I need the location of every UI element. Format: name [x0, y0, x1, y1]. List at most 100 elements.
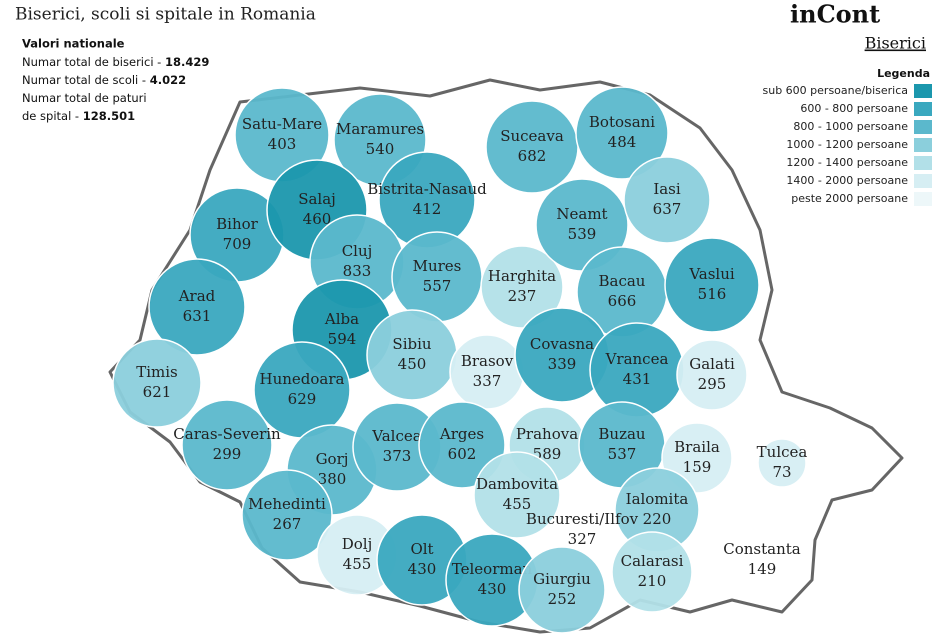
county-name: Cluj	[342, 242, 373, 260]
county-value: 537	[608, 445, 637, 463]
legend-swatch	[914, 156, 932, 170]
county-bubble	[181, 399, 273, 491]
county-bubble	[676, 339, 748, 411]
stat-value: 18.429	[165, 55, 209, 69]
county-value: 540	[366, 140, 395, 158]
county-value: 460	[303, 210, 332, 228]
county-value: 666	[608, 292, 637, 310]
county-name: Vaslui	[688, 265, 735, 283]
county-value: 431	[623, 370, 652, 388]
county-name: Braila	[674, 438, 720, 456]
county-name: Galati	[689, 355, 735, 373]
county: Mehedinti 267	[241, 469, 333, 561]
county: Brasov 337	[449, 334, 525, 410]
county-bubble	[148, 258, 246, 356]
county-value: 373	[383, 447, 412, 465]
county-name: Calarasi	[621, 552, 684, 570]
county-name: Buzau	[598, 425, 646, 443]
county-value: 73	[772, 463, 791, 481]
county: Bucuresti/Ilfov 327	[526, 510, 639, 548]
county: Botosani 484	[575, 86, 669, 180]
county: Iasi 637	[623, 156, 711, 244]
county-bubble	[623, 156, 711, 244]
stat-label: Numar total de paturi	[22, 91, 147, 105]
county: Hunedoara 629	[253, 341, 351, 439]
county: Vrancea 431	[589, 322, 685, 418]
county: Teleorman 430	[445, 533, 539, 627]
county-bubble	[480, 245, 564, 329]
county-name: Harghita	[488, 267, 556, 285]
county-name: Arad	[178, 287, 216, 305]
county-name: Ialomita	[626, 490, 689, 508]
county-value: 159	[683, 458, 712, 476]
stat-line: Numar total de scoli - 4.022	[22, 73, 186, 87]
county: Tulcea 73	[757, 438, 808, 488]
county: Bacau 666	[576, 246, 668, 338]
county-value: 149	[748, 560, 777, 578]
county-value: 455	[343, 555, 372, 573]
county-name: Iasi	[653, 180, 681, 198]
county-name: Botosani	[589, 113, 655, 131]
county: Constanta 149	[723, 540, 801, 578]
county-value: 380	[318, 470, 347, 488]
county-bubble	[473, 451, 561, 539]
tab[interactable]: Biserici	[865, 34, 926, 53]
legend-label: 1200 - 1400 persoane	[786, 156, 908, 169]
county-value: 403	[268, 135, 297, 153]
county-value: 210	[638, 572, 667, 590]
county: Neamt 539	[535, 178, 629, 272]
legend-swatch	[914, 192, 932, 206]
county: Sibiu 450	[366, 309, 458, 401]
legend: sub 600 persoane/biserica 600 - 800 perso…	[763, 84, 932, 206]
county: Ialomita 220	[614, 467, 700, 553]
county-bubble	[241, 469, 333, 561]
county: Caras-Severin 299	[173, 399, 281, 491]
county-name: Giurgiu	[533, 570, 591, 588]
county-value: 833	[343, 262, 372, 280]
county-value: 602	[448, 445, 477, 463]
county-name: Vrancea	[605, 350, 669, 368]
county-name: Timis	[136, 363, 178, 381]
county-name: Tulcea	[757, 443, 808, 461]
county-value: 629	[288, 390, 317, 408]
county-name: Bucuresti/Ilfov	[526, 510, 639, 528]
county-value: 631	[183, 307, 212, 325]
county-value: 516	[698, 285, 727, 303]
legend-swatch	[914, 84, 932, 98]
legend-label: 1000 - 1200 persoane	[786, 138, 908, 151]
legend-swatch	[914, 138, 932, 152]
stat-line: de spital - 128.501	[22, 109, 135, 123]
county-bubble	[611, 531, 693, 613]
county-value: 557	[423, 277, 452, 295]
county-name: Bihor	[216, 215, 259, 233]
county: Galati 295	[676, 339, 748, 411]
county-name: Salaj	[298, 190, 336, 208]
county-name: Valcea	[371, 427, 421, 445]
county-value: 295	[698, 375, 727, 393]
stats: Numar total de biserici - 18.429 Numar to…	[22, 55, 209, 123]
county-value: 337	[473, 372, 502, 390]
county: Giurgiu 252	[518, 546, 606, 634]
county: Arad 631	[148, 258, 246, 356]
county-value: 682	[518, 147, 547, 165]
stat-line: Numar total de biserici - 18.429	[22, 55, 209, 69]
county-value: 267	[273, 515, 302, 533]
stat-value: 128.501	[83, 109, 135, 123]
stat-label: de spital -	[22, 109, 83, 123]
county-value: 455	[503, 495, 532, 513]
legend-swatch	[914, 120, 932, 134]
county-name: Arges	[439, 425, 484, 443]
county-name: Gorj	[316, 450, 349, 468]
county-value: 430	[478, 580, 507, 598]
county: Bistrita-Nasaud 412	[367, 151, 487, 249]
legend-label: 600 - 800 persoane	[800, 102, 908, 115]
county-value: 637	[653, 200, 682, 218]
county: Calarasi 210	[611, 531, 693, 613]
county-name: Brasov	[461, 352, 514, 370]
county-name: Prahova	[516, 425, 578, 443]
county-name: Bacau	[599, 272, 646, 290]
county-name: Bistrita-Nasaud	[367, 180, 487, 198]
county-value: 621	[143, 383, 172, 401]
county-name: Hunedoara	[260, 370, 345, 388]
